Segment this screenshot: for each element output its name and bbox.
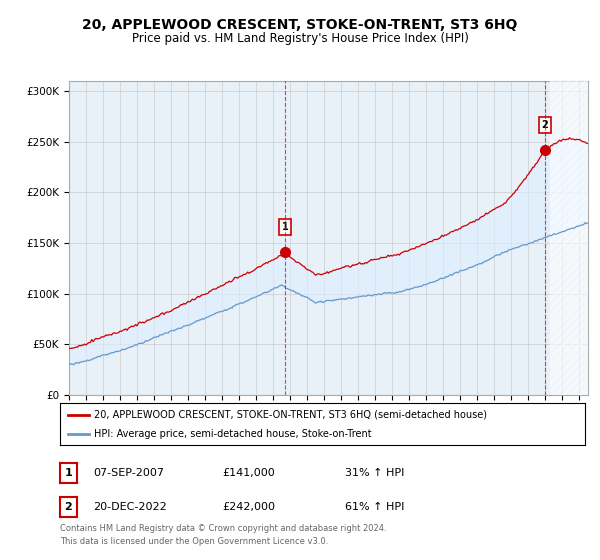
Text: 2: 2 [65, 502, 72, 512]
Text: 1: 1 [65, 468, 72, 478]
Text: 20, APPLEWOOD CRESCENT, STOKE-ON-TRENT, ST3 6HQ: 20, APPLEWOOD CRESCENT, STOKE-ON-TRENT, … [82, 18, 518, 32]
Text: £141,000: £141,000 [222, 468, 275, 478]
Text: This data is licensed under the Open Government Licence v3.0.: This data is licensed under the Open Gov… [60, 537, 328, 546]
Text: 61% ↑ HPI: 61% ↑ HPI [345, 502, 404, 512]
Text: 20-DEC-2022: 20-DEC-2022 [93, 502, 167, 512]
Text: 07-SEP-2007: 07-SEP-2007 [93, 468, 164, 478]
Text: HPI: Average price, semi-detached house, Stoke-on-Trent: HPI: Average price, semi-detached house,… [94, 429, 372, 439]
Text: 31% ↑ HPI: 31% ↑ HPI [345, 468, 404, 478]
Bar [550, 81, 588, 395]
Text: Contains HM Land Registry data © Crown copyright and database right 2024.: Contains HM Land Registry data © Crown c… [60, 524, 386, 533]
Text: 1: 1 [281, 222, 289, 232]
Text: 2: 2 [542, 120, 548, 130]
Text: Price paid vs. HM Land Registry's House Price Index (HPI): Price paid vs. HM Land Registry's House … [131, 32, 469, 45]
Text: £242,000: £242,000 [222, 502, 275, 512]
Text: 20, APPLEWOOD CRESCENT, STOKE-ON-TRENT, ST3 6HQ (semi-detached house): 20, APPLEWOOD CRESCENT, STOKE-ON-TRENT, … [94, 409, 487, 419]
